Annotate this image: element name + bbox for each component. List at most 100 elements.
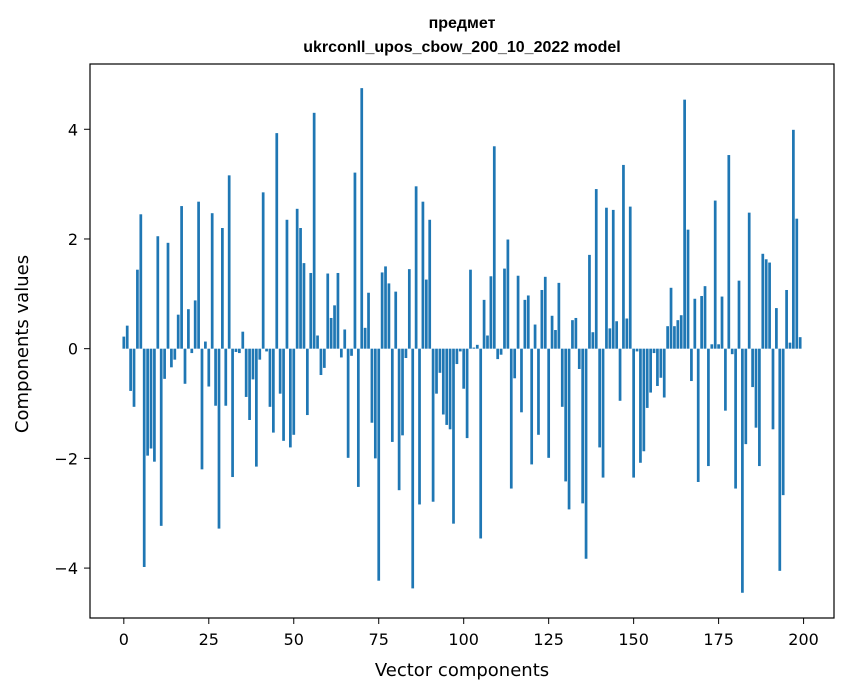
bar	[615, 321, 619, 349]
bar	[628, 206, 632, 349]
bar	[251, 348, 255, 380]
bar	[588, 254, 591, 349]
bar	[272, 348, 275, 433]
bar	[533, 324, 537, 349]
bar	[516, 275, 520, 349]
bar	[353, 172, 357, 349]
bar	[159, 348, 163, 526]
bar	[611, 209, 615, 349]
bar	[173, 348, 177, 360]
bar	[608, 328, 612, 349]
bar	[238, 348, 241, 354]
bar	[146, 348, 149, 456]
bar	[224, 348, 228, 406]
x-axis-label: Vector components	[375, 660, 549, 681]
bar	[336, 272, 340, 349]
bar	[319, 348, 323, 376]
bar	[798, 337, 802, 349]
bar	[421, 201, 425, 349]
bar	[380, 272, 384, 349]
bar	[710, 344, 714, 349]
bar	[649, 348, 652, 393]
bar	[163, 348, 166, 379]
bar	[261, 192, 265, 349]
bar	[540, 289, 544, 349]
x-tick-label: 200	[788, 630, 819, 649]
bar	[574, 317, 578, 349]
x-tick-label: 100	[448, 630, 479, 649]
bar	[751, 348, 754, 388]
bar	[652, 348, 656, 354]
bar	[346, 348, 350, 458]
bar	[537, 348, 540, 435]
bar	[343, 329, 347, 349]
x-tick-label: 125	[533, 630, 564, 649]
y-axis-label: Components values	[12, 255, 33, 433]
bar	[339, 348, 343, 358]
x-tick-label: 75	[369, 630, 389, 649]
bar	[758, 348, 761, 467]
bar	[316, 335, 319, 349]
bar	[305, 348, 309, 416]
bar	[472, 347, 476, 349]
x-tick-label: 0	[119, 630, 129, 649]
bar	[523, 299, 527, 349]
bar	[747, 212, 751, 349]
bar	[713, 200, 717, 349]
bar	[234, 348, 238, 352]
bar	[180, 206, 183, 349]
bar	[394, 291, 398, 349]
bar	[499, 348, 503, 355]
y-tick-label: 0	[68, 340, 78, 359]
bar	[509, 348, 513, 489]
bar	[479, 348, 483, 539]
bars-group	[122, 88, 802, 593]
bar	[452, 348, 455, 524]
bar	[176, 314, 180, 349]
bar	[754, 348, 758, 428]
y-tick-label: −4	[54, 559, 78, 578]
bar	[764, 259, 768, 349]
bar	[356, 348, 360, 487]
bar	[289, 348, 292, 448]
bar	[707, 348, 710, 467]
bar	[768, 262, 771, 349]
bar	[547, 348, 551, 458]
bar	[149, 348, 153, 449]
bar	[217, 348, 221, 529]
bar	[390, 348, 394, 442]
x-tick-label: 50	[284, 630, 304, 649]
bar	[475, 344, 479, 349]
bar	[557, 282, 561, 349]
bar	[227, 175, 231, 349]
bar	[153, 348, 156, 462]
bar	[363, 327, 367, 349]
bar	[373, 348, 377, 459]
bar	[605, 207, 608, 349]
bar	[370, 348, 374, 423]
bar	[183, 348, 187, 384]
bar	[418, 348, 421, 505]
bar	[693, 298, 697, 349]
bar	[724, 348, 727, 411]
bar	[428, 219, 432, 349]
bar	[295, 208, 299, 349]
bar	[625, 318, 629, 349]
bar	[414, 186, 418, 349]
bar	[200, 348, 204, 470]
bar	[788, 342, 792, 349]
bar	[642, 348, 646, 452]
bar	[248, 348, 251, 420]
bar	[673, 326, 676, 349]
bar	[333, 305, 336, 349]
bar	[601, 348, 605, 478]
x-tick-label: 25	[199, 630, 219, 649]
bar	[564, 348, 568, 482]
bar	[591, 332, 595, 349]
bar	[598, 348, 602, 448]
bar	[132, 348, 136, 407]
y-tick-label: 4	[68, 120, 78, 139]
bar	[401, 348, 404, 436]
bar	[656, 348, 659, 386]
plot-area-frame	[89, 63, 835, 619]
